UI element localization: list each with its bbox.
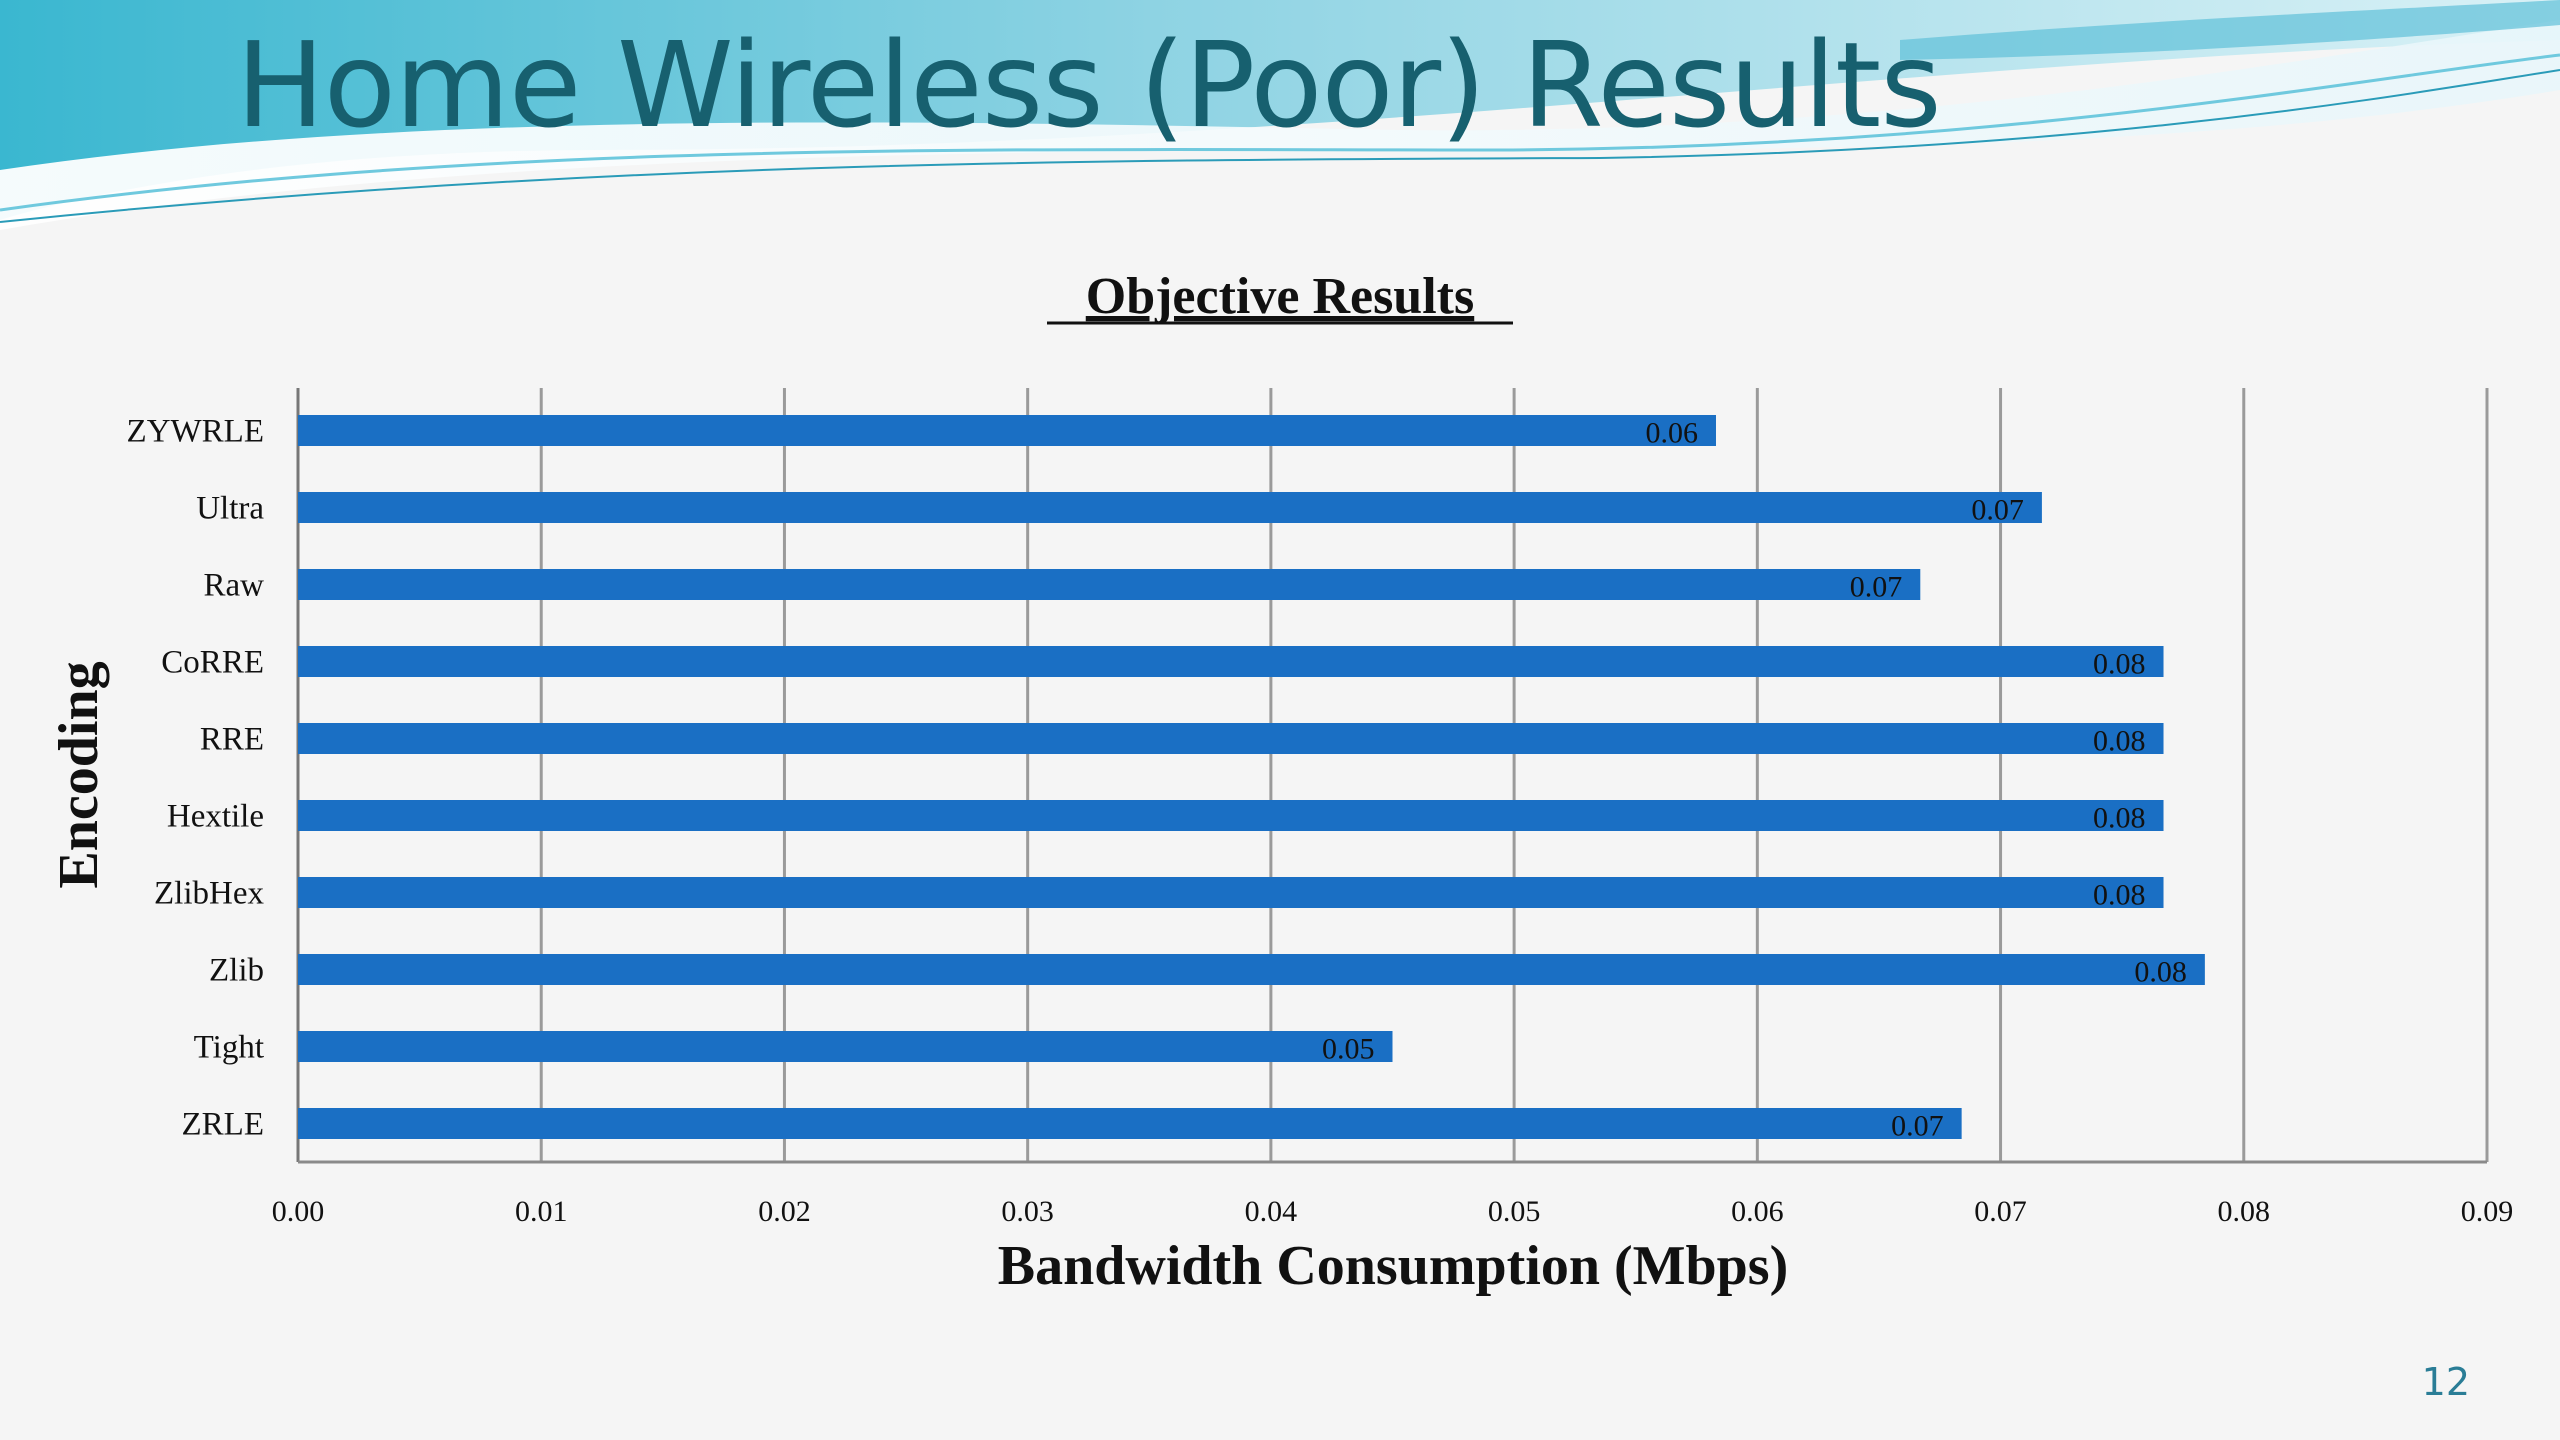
x-tick-label: 0.09: [2461, 1195, 2514, 1228]
bar: [298, 1031, 1393, 1062]
category-label: Hextile: [167, 799, 264, 835]
bar: [298, 877, 2164, 908]
data-label: 0.08: [2093, 725, 2146, 758]
bar: [298, 415, 1716, 446]
data-label: 0.08: [2093, 879, 2146, 912]
x-tick-label: 0.03: [1001, 1195, 1054, 1228]
data-label: 0.07: [1850, 571, 1903, 604]
x-tick-label: 0.05: [1488, 1195, 1541, 1228]
data-label: 0.08: [2093, 802, 2146, 835]
data-labels: 0.06 0.07 0.07 0.08 0.08 0.08 0.08 0.08 0.05 0.07: [1322, 417, 2187, 1143]
category-label: Tight: [194, 1030, 264, 1066]
data-label: 0.06: [1645, 417, 1698, 450]
bars: [298, 415, 2205, 1139]
swoosh-white: [0, 20, 2560, 230]
data-label: 0.05: [1322, 1033, 1375, 1066]
slide-title: Home Wireless (Poor) Results: [236, 16, 1942, 154]
y-axis-label: Encoding: [48, 661, 110, 888]
data-label: 0.07: [1971, 494, 2024, 527]
x-tick-label: 0.08: [2218, 1195, 2271, 1228]
bar-chart: Objective Results ZYWRLE Ultra Raw CoRRE RRE…: [48, 268, 2514, 1297]
bar: [298, 1108, 1962, 1139]
x-tick-label: 0.04: [1245, 1195, 1298, 1228]
category-label: ZRLE: [182, 1107, 264, 1143]
swoosh-accent: [1900, 0, 2560, 60]
x-axis-label: Bandwidth Consumption (Mbps): [998, 1235, 1788, 1297]
category-label: ZYWRLE: [127, 414, 264, 450]
data-label: 0.08: [2093, 648, 2146, 681]
bar: [298, 800, 2164, 831]
swoosh-line-2: [0, 69, 2560, 223]
category-label: Ultra: [196, 491, 264, 527]
header-swoosh-decoration: [0, 0, 2560, 230]
x-tick-label: 0.07: [1974, 1195, 2027, 1228]
category-label: CoRRE: [161, 645, 264, 681]
category-label: Raw: [204, 568, 265, 604]
bar: [298, 492, 2042, 523]
swoosh-line-1: [0, 53, 2560, 212]
bar: [298, 954, 2205, 985]
category-label: Zlib: [209, 953, 264, 989]
bar: [298, 569, 1921, 600]
category-label: ZlibHex: [154, 876, 264, 912]
page-number: 12: [2421, 1360, 2470, 1404]
x-tick-labels: 0.00 0.01 0.02 0.03 0.04 0.05 0.06 0.07 0.08 0.09: [272, 1195, 2514, 1228]
x-tick-label: 0.01: [515, 1195, 568, 1228]
bar: [298, 723, 2164, 754]
x-tick-label: 0.02: [758, 1195, 811, 1228]
category-labels: ZYWRLE Ultra Raw CoRRE RRE Hextile ZlibHex Zlib…: [127, 414, 265, 1143]
x-tick-label: 0.06: [1731, 1195, 1784, 1228]
data-label: 0.08: [2134, 956, 2187, 989]
chart-title: Objective Results: [1086, 268, 1474, 325]
category-label: RRE: [200, 722, 264, 758]
x-tick-label: 0.00: [272, 1195, 325, 1228]
bar: [298, 646, 2164, 677]
data-label: 0.07: [1891, 1110, 1944, 1143]
